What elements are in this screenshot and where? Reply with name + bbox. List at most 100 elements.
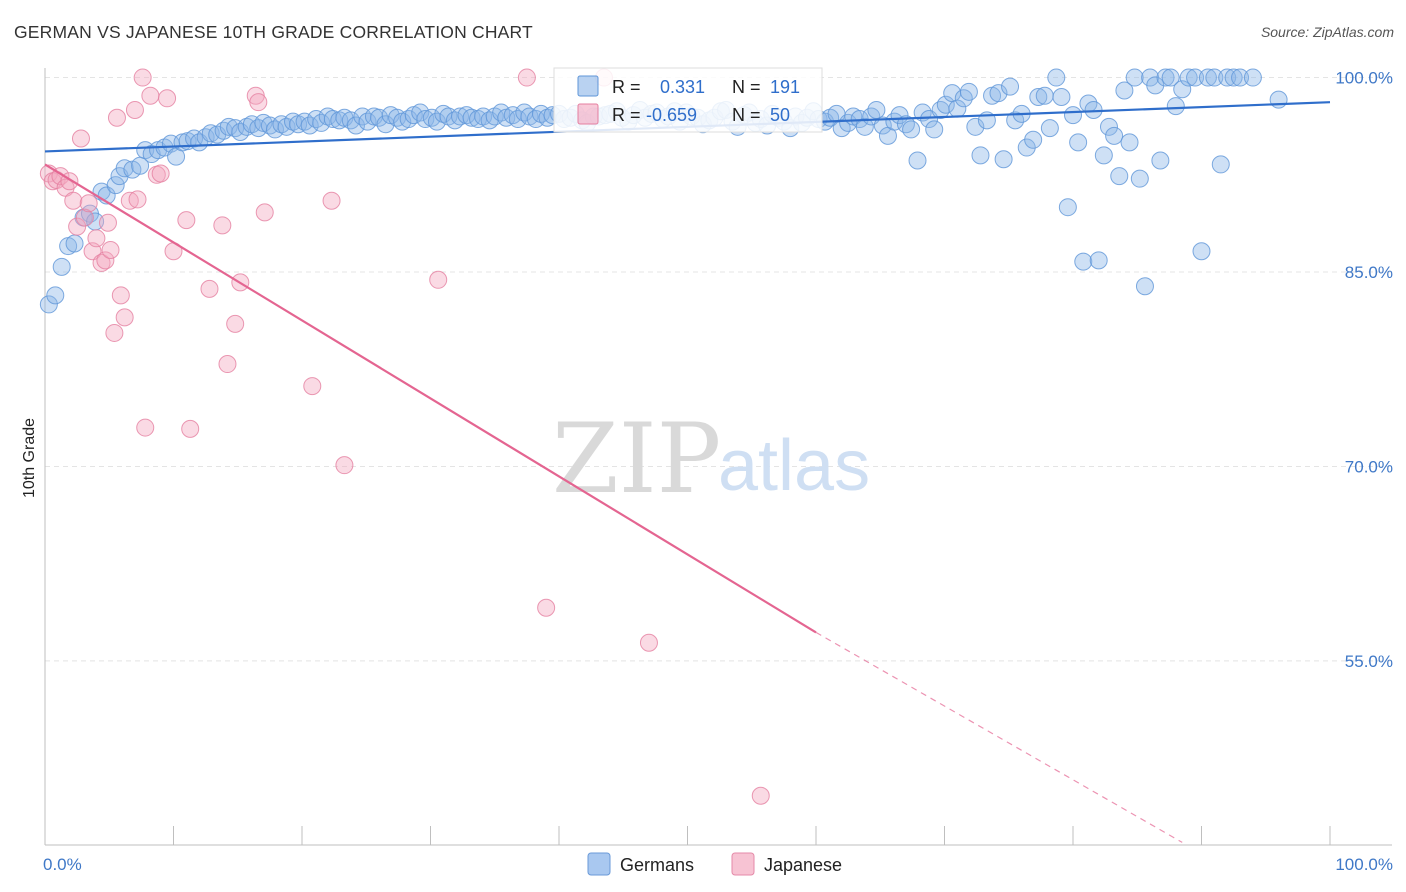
- point-german: [1130, 169, 1149, 188]
- point-german: [323, 110, 342, 129]
- point-german: [1115, 81, 1134, 100]
- stats-r-label-japanese: R =: [612, 105, 641, 125]
- point-german: [1135, 277, 1154, 296]
- point-german: [902, 120, 921, 139]
- point-german: [959, 82, 978, 101]
- point-japanese: [71, 129, 90, 148]
- point-japanese: [255, 203, 274, 222]
- point-german: [1224, 68, 1243, 87]
- point-japanese: [218, 355, 237, 374]
- point-german: [925, 120, 944, 139]
- stats-r-label-germans: R =: [612, 77, 641, 97]
- point-german: [1024, 130, 1043, 149]
- point-german: [1099, 117, 1118, 136]
- point-german: [971, 146, 990, 165]
- y-tick-label: 55.0%: [1345, 652, 1393, 671]
- point-japanese: [136, 418, 155, 437]
- point-japanese: [177, 211, 196, 230]
- point-german: [39, 295, 58, 314]
- stats-n-japanese: 50: [770, 105, 790, 125]
- stats-r-germans: 0.331: [660, 77, 705, 97]
- point-german: [873, 116, 892, 135]
- point-german: [896, 115, 915, 134]
- stats-legend: R = 0.331 N = 191 R = -0.659 N = 50: [553, 67, 823, 133]
- y-tick-label: 70.0%: [1345, 457, 1393, 476]
- point-german: [451, 107, 470, 126]
- point-german: [1151, 151, 1170, 170]
- point-japanese: [101, 240, 120, 259]
- point-japanese: [751, 786, 770, 805]
- point-german: [855, 117, 874, 136]
- stats-r-japanese: -0.659: [646, 105, 697, 125]
- point-japanese: [335, 456, 354, 475]
- axes: [44, 68, 1392, 846]
- stats-n-label-japanese: N =: [732, 105, 761, 125]
- point-german: [1211, 155, 1230, 174]
- point-german: [462, 108, 481, 127]
- point-german: [492, 103, 511, 122]
- watermark-zip: ZIP: [552, 403, 721, 515]
- point-german: [346, 116, 365, 135]
- point-german: [1198, 68, 1217, 87]
- x-tick-label: 0.0%: [43, 855, 82, 874]
- point-japanese: [181, 419, 200, 438]
- watermark-atlas: atlas: [718, 426, 870, 506]
- y-axis-label: 10th Grade: [21, 418, 38, 498]
- point-german: [1125, 68, 1144, 87]
- source-label: Source: ZipAtlas.com: [1260, 24, 1394, 40]
- point-japanese: [158, 89, 177, 108]
- watermark: ZIP atlas: [552, 403, 870, 515]
- point-german: [966, 117, 985, 136]
- point-german: [1120, 133, 1139, 152]
- point-german: [867, 100, 886, 119]
- point-japanese: [133, 68, 152, 87]
- y-tick-label: 100.0%: [1335, 69, 1393, 88]
- point-japanese: [537, 598, 556, 617]
- point-japanese: [120, 191, 139, 210]
- point-german: [1166, 97, 1185, 116]
- point-german: [1205, 68, 1224, 87]
- point-german: [1074, 252, 1093, 271]
- point-german: [1006, 111, 1025, 130]
- x-tick-labels: 0.0% 100.0%: [43, 855, 1393, 874]
- point-german: [106, 176, 125, 195]
- stats-box-frame: [553, 67, 823, 133]
- point-japanese: [64, 191, 83, 210]
- point-german: [219, 117, 238, 136]
- point-german: [908, 151, 927, 170]
- point-japanese: [151, 164, 170, 183]
- trend-line-japanese: [44, 163, 817, 634]
- point-german: [300, 116, 319, 135]
- point-german: [52, 257, 71, 276]
- point-german: [1058, 198, 1077, 217]
- point-german: [1110, 167, 1129, 186]
- legend-swatch-japanese: [731, 852, 755, 876]
- point-japanese: [87, 229, 106, 248]
- point-japanese: [226, 314, 245, 333]
- point-japanese: [105, 323, 124, 342]
- point-german: [1192, 242, 1211, 261]
- point-german: [1105, 126, 1124, 145]
- point-japanese: [125, 100, 144, 119]
- point-japanese: [98, 213, 117, 232]
- point-german: [237, 117, 256, 136]
- point-japanese: [517, 68, 536, 87]
- point-german: [994, 150, 1013, 169]
- point-german: [1218, 68, 1237, 87]
- y-tick-labels: 55.0% 70.0% 85.0% 100.0%: [1335, 69, 1393, 671]
- point-german: [370, 108, 389, 127]
- point-german: [1069, 133, 1088, 152]
- point-japanese: [141, 86, 160, 105]
- point-german: [1047, 68, 1066, 87]
- stats-n-label-germans: N =: [732, 77, 761, 97]
- point-japanese: [68, 217, 87, 236]
- point-japanese: [128, 190, 147, 209]
- point-german: [1231, 68, 1250, 87]
- point-german: [508, 110, 527, 129]
- point-japanese: [639, 633, 658, 652]
- point-german: [65, 234, 84, 253]
- point-german: [312, 113, 331, 132]
- stats-swatch-germans: [577, 75, 599, 97]
- point-german: [1161, 68, 1180, 87]
